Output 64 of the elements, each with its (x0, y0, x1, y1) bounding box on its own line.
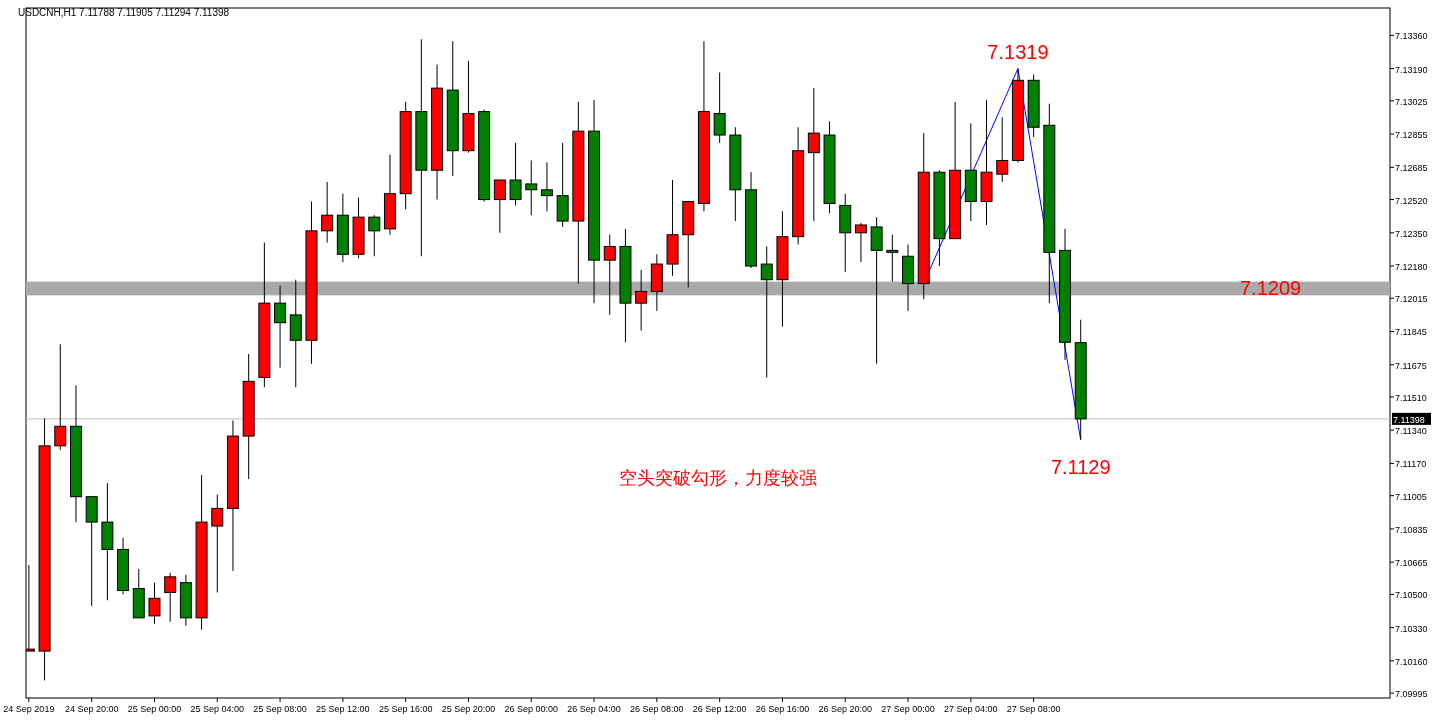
x-tick-label: 26 Sep 16:00 (755, 704, 810, 714)
candlestick (760, 245, 773, 378)
y-tick-label: 7.12855 (1395, 130, 1428, 141)
candlestick (274, 285, 287, 369)
x-tick-label: 25 Sep 08:00 (253, 704, 307, 714)
candlestick (368, 214, 381, 257)
ref-line-label: 7.11398 (1393, 414, 1425, 425)
candlestick (635, 269, 648, 332)
y-tick-label: 7.12015 (1395, 294, 1428, 305)
candlestick (886, 234, 899, 283)
y-tick-label: 7.10835 (1395, 524, 1428, 535)
y-tick-label: 7.11845 (1395, 327, 1427, 338)
x-tick-label: 25 Sep 16:00 (378, 704, 433, 714)
annotation: 7.1129 (1050, 455, 1111, 478)
y-tick-label: 7.12685 (1395, 163, 1428, 174)
y-tick-label: 7.13360 (1395, 31, 1428, 42)
y-tick-label: 7.10160 (1395, 656, 1428, 667)
y-tick-label: 7.12520 (1395, 195, 1428, 206)
x-tick-label: 26 Sep 00:00 (504, 704, 559, 714)
candlestick (603, 234, 616, 316)
candlestick (713, 72, 726, 144)
y-tick-label: 7.11510 (1395, 392, 1427, 403)
x-tick-label: 26 Sep 08:00 (630, 704, 684, 714)
y-tick-label: 7.11170 (1395, 459, 1427, 470)
y-tick-label: 7.09995 (1395, 689, 1428, 700)
candlestick (509, 142, 522, 206)
candlestick (493, 179, 506, 234)
chart-title: USDCNH,H1 7.11788 7.11905 7.11294 7.11398 (18, 7, 230, 18)
candlestick (321, 181, 334, 244)
y-tick-label: 7.10330 (1395, 623, 1428, 634)
y-tick-label: 7.10500 (1395, 590, 1428, 601)
candlestick (540, 161, 553, 212)
candlestick (996, 116, 1009, 183)
annotation: 7.1319 (987, 40, 1049, 63)
x-tick-label: 24 Sep 20:00 (64, 704, 119, 714)
x-tick-label: 27 Sep 00:00 (881, 704, 935, 714)
y-tick-label: 7.11005 (1395, 491, 1427, 502)
x-tick-label: 27 Sep 08:00 (1006, 704, 1061, 714)
candlestick (54, 343, 67, 451)
candlestick (854, 222, 867, 263)
candlestick (870, 216, 883, 365)
candlestick (807, 87, 820, 222)
x-tick-label: 26 Sep 04:00 (567, 704, 621, 714)
x-tick-label: 26 Sep 20:00 (818, 704, 873, 714)
candlestick (525, 159, 538, 216)
x-tick-label: 27 Sep 04:00 (944, 704, 998, 714)
candlestick (211, 494, 224, 593)
x-tick-label: 25 Sep 04:00 (190, 704, 245, 714)
x-tick-label: 25 Sep 20:00 (441, 704, 496, 714)
x-tick-label: 24 Sep 2019 (3, 704, 55, 714)
y-tick-label: 7.10665 (1395, 558, 1428, 569)
x-tick-label: 26 Sep 12:00 (692, 704, 747, 714)
x-tick-label: 25 Sep 00:00 (127, 704, 182, 714)
y-tick-label: 7.12180 (1395, 262, 1428, 273)
y-tick-label: 7.12350 (1395, 228, 1428, 239)
y-tick-label: 7.13190 (1395, 64, 1428, 75)
candlestick (164, 572, 177, 623)
x-tick-label: 25 Sep 12:00 (316, 704, 370, 714)
y-tick-label: 7.13025 (1395, 96, 1428, 107)
band-label: 7.1209 (1240, 277, 1302, 300)
y-tick-label: 7.11675 (1395, 360, 1427, 371)
annotation: 空头突破勾形，力度较强 (619, 468, 817, 489)
candlestick (148, 582, 161, 625)
y-tick-label: 7.11340 (1395, 426, 1427, 437)
